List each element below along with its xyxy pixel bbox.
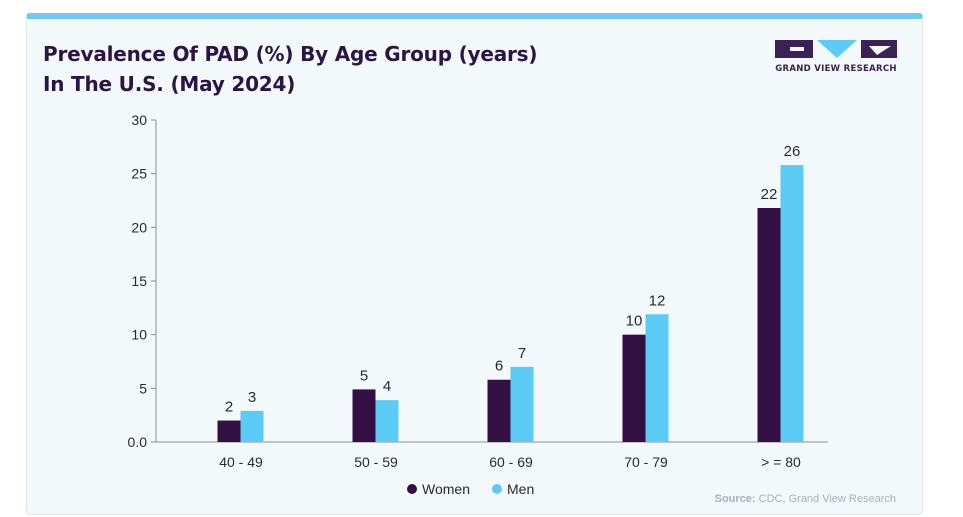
source-note: Source: CDC, Grand View Research	[715, 493, 896, 505]
bar-men-1	[375, 400, 399, 442]
bar-women-4	[757, 208, 781, 442]
data-label-men: 3	[248, 389, 256, 406]
chart-title: Prevalence Of PAD (%) By Age Group (year…	[43, 39, 663, 99]
y-tick-label: 5	[139, 380, 147, 396]
y-tick-label: 25	[131, 166, 147, 182]
data-label-men: 7	[518, 345, 526, 362]
data-label-women: 10	[626, 313, 643, 330]
chart-title-line-1: Prevalence Of PAD (%) By Age Group (year…	[43, 42, 538, 66]
x-tick-label: 70 - 79	[624, 454, 668, 470]
x-tick-label: 60 - 69	[489, 454, 533, 470]
logo-text: GRAND VIEW RESEARCH	[775, 64, 897, 74]
y-tick-label: 0.0	[128, 434, 148, 450]
x-tick-label: > = 80	[761, 454, 801, 470]
source-text: CDC, Grand View Research	[755, 493, 896, 505]
bar-women-2	[487, 379, 511, 442]
y-tick-label: 20	[131, 219, 147, 235]
x-tick-label: 50 - 59	[354, 454, 398, 470]
logo-marks-icon	[775, 40, 897, 58]
y-tick-label: 15	[131, 273, 147, 289]
bar-women-0	[217, 420, 241, 442]
bar-men-0	[240, 410, 264, 442]
y-tick-label: 10	[131, 327, 147, 343]
legend-swatch-women	[407, 484, 417, 494]
data-label-men: 4	[383, 378, 391, 395]
data-label-women: 6	[495, 358, 503, 375]
data-label-women: 2	[225, 399, 233, 416]
legend-label-men: Men	[507, 481, 534, 497]
data-label-women: 5	[360, 367, 368, 384]
data-label-women: 22	[761, 186, 778, 203]
grand-view-research-logo: GRAND VIEW RESEARCH	[773, 38, 899, 78]
bar-women-1	[352, 389, 376, 442]
source-label: Source:	[714, 493, 756, 505]
bar-men-2	[510, 366, 534, 442]
data-label-men: 12	[649, 292, 666, 309]
bar-women-3	[622, 334, 646, 442]
chart-title-line-2: In The U.S. (May 2024)	[43, 72, 296, 96]
bar-men-4	[780, 165, 804, 442]
x-tick-label: 40 - 49	[219, 454, 263, 470]
legend-label-women: Women	[422, 481, 470, 497]
data-label-men: 26	[784, 143, 801, 160]
bar-men-3	[645, 314, 669, 442]
y-tick-label: 30	[131, 112, 147, 128]
legend-swatch-men	[492, 484, 502, 494]
